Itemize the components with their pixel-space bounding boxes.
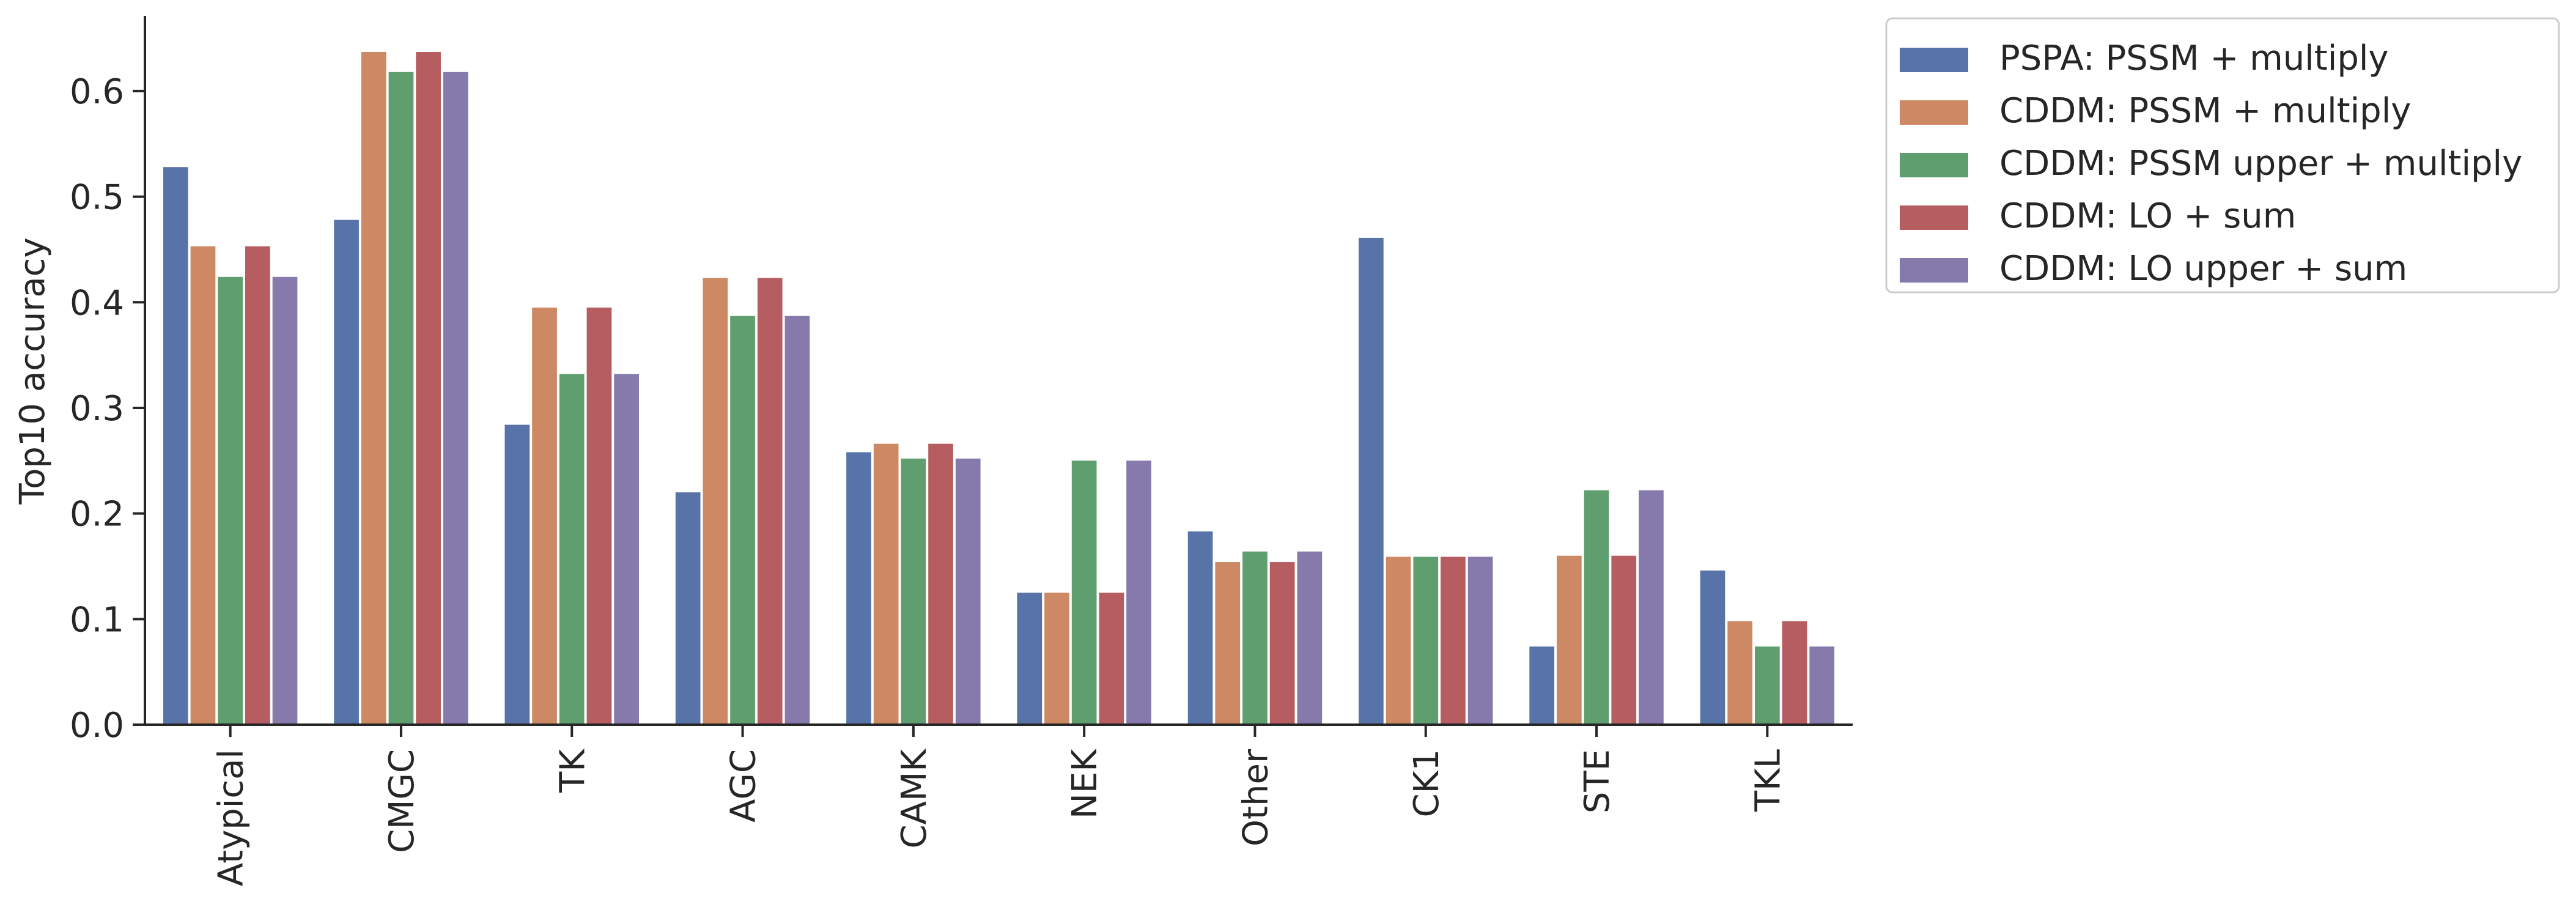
bar-camk-series-5 — [955, 458, 981, 725]
bar-agc-series-4 — [757, 278, 783, 725]
legend-label-5: CDDM: LO upper + sum — [1999, 249, 2407, 289]
legend-label-1: PSPA: PSSM + multiply — [1999, 39, 2389, 78]
legend-swatch-5 — [1900, 258, 1968, 283]
y-tick-label: 0.4 — [70, 283, 124, 323]
bar-atypical-series-1 — [163, 167, 188, 725]
bar-tkl-series-1 — [1700, 570, 1725, 725]
bar-tkl-series-3 — [1755, 646, 1780, 725]
bar-nek-series-3 — [1071, 461, 1097, 725]
bar-atypical-series-2 — [190, 246, 216, 725]
legend-swatch-1 — [1900, 48, 1968, 72]
bar-ste-series-4 — [1611, 555, 1637, 725]
bar-ck1-series-3 — [1413, 557, 1439, 725]
legend: PSPA: PSSM + multiply CDDM: PSSM + multip… — [1885, 17, 2560, 294]
bar-cmgc-series-2 — [361, 51, 386, 725]
legend-label-3: CDDM: PSSM upper + multiply — [1999, 144, 2522, 183]
bar-other-series-1 — [1187, 531, 1213, 725]
bar-camk-series-2 — [873, 443, 899, 725]
bar-nek-series-1 — [1017, 593, 1043, 725]
bar-tkl-series-2 — [1727, 621, 1753, 725]
bar-cmgc-series-1 — [334, 220, 359, 725]
x-tick-label-other: Other — [1236, 749, 1275, 846]
bar-camk-series-4 — [928, 443, 953, 725]
legend-label-4: CDDM: LO + sum — [1999, 196, 2296, 236]
bar-tk-series-4 — [586, 307, 612, 725]
y-tick-label: 0.2 — [70, 495, 124, 535]
y-tick-label: 0.3 — [70, 389, 124, 429]
bar-ck1-series-1 — [1359, 237, 1384, 725]
bar-other-series-3 — [1242, 551, 1268, 725]
x-tick-label-tkl: TKL — [1748, 749, 1788, 812]
y-tick-label: 0.1 — [70, 600, 124, 640]
bar-other-series-5 — [1297, 551, 1323, 725]
bar-agc-series-3 — [730, 316, 755, 725]
legend-swatch-2 — [1900, 100, 1968, 125]
bar-tkl-series-4 — [1782, 621, 1807, 725]
x-tick-label-nek: NEK — [1065, 749, 1105, 819]
bar-ste-series-1 — [1529, 646, 1555, 725]
bar-nek-series-4 — [1099, 593, 1124, 725]
legend-frame — [1885, 17, 2560, 294]
axes-group: 0.0 0.1 0.2 0.3 0.4 0.5 0.6 Atypical CMGC TK AGC CA… — [70, 16, 1853, 886]
bar-tk-series-5 — [614, 374, 639, 725]
x-tick-label-tk: TK — [553, 749, 592, 793]
bar-cmgc-series-5 — [443, 72, 468, 725]
bar-other-series-2 — [1215, 562, 1241, 725]
bars-group — [163, 51, 1835, 725]
bar-camk-series-1 — [846, 452, 871, 725]
y-tick-label: 0.0 — [70, 706, 124, 745]
bar-ck1-series-4 — [1441, 557, 1466, 725]
bar-tk-series-3 — [559, 374, 585, 725]
bar-atypical-series-3 — [218, 276, 243, 725]
bar-tk-series-1 — [504, 424, 530, 725]
bar-tkl-series-5 — [1809, 646, 1835, 725]
y-axis-label: Top10 accuracy — [13, 237, 53, 505]
bar-atypical-series-4 — [245, 246, 270, 725]
bar-other-series-4 — [1269, 562, 1295, 725]
bar-agc-series-1 — [675, 492, 701, 725]
bar-tk-series-2 — [532, 307, 557, 725]
bar-ste-series-5 — [1639, 490, 1664, 725]
y-tick-label: 0.6 — [70, 72, 124, 112]
x-tick-label-ck1: CK1 — [1407, 749, 1447, 817]
bar-agc-series-2 — [703, 278, 728, 725]
bar-cmgc-series-3 — [388, 72, 414, 725]
x-tick-label-agc: AGC — [724, 749, 764, 823]
bar-agc-series-5 — [784, 316, 810, 725]
legend-swatch-4 — [1900, 205, 1968, 230]
legend-swatch-3 — [1900, 153, 1968, 177]
bar-nek-series-2 — [1044, 593, 1069, 725]
bar-ste-series-2 — [1557, 555, 1582, 725]
legend-label-2: CDDM: PSSM + multiply — [1999, 91, 2411, 131]
x-tick-label-ste: STE — [1578, 749, 1617, 813]
x-tick-label-atypical: Atypical — [212, 749, 251, 886]
x-tick-label-camk: CAMK — [895, 749, 934, 849]
bar-cmgc-series-4 — [416, 51, 441, 725]
x-tick-label-cmgc: CMGC — [382, 749, 422, 853]
bar-ck1-series-2 — [1386, 557, 1411, 725]
bar-atypical-series-5 — [272, 276, 298, 725]
bar-ck1-series-5 — [1467, 557, 1493, 725]
bar-ste-series-3 — [1584, 490, 1609, 725]
bar-nek-series-5 — [1126, 461, 1151, 725]
bar-camk-series-3 — [901, 458, 926, 725]
y-tick-label: 0.5 — [70, 178, 124, 218]
